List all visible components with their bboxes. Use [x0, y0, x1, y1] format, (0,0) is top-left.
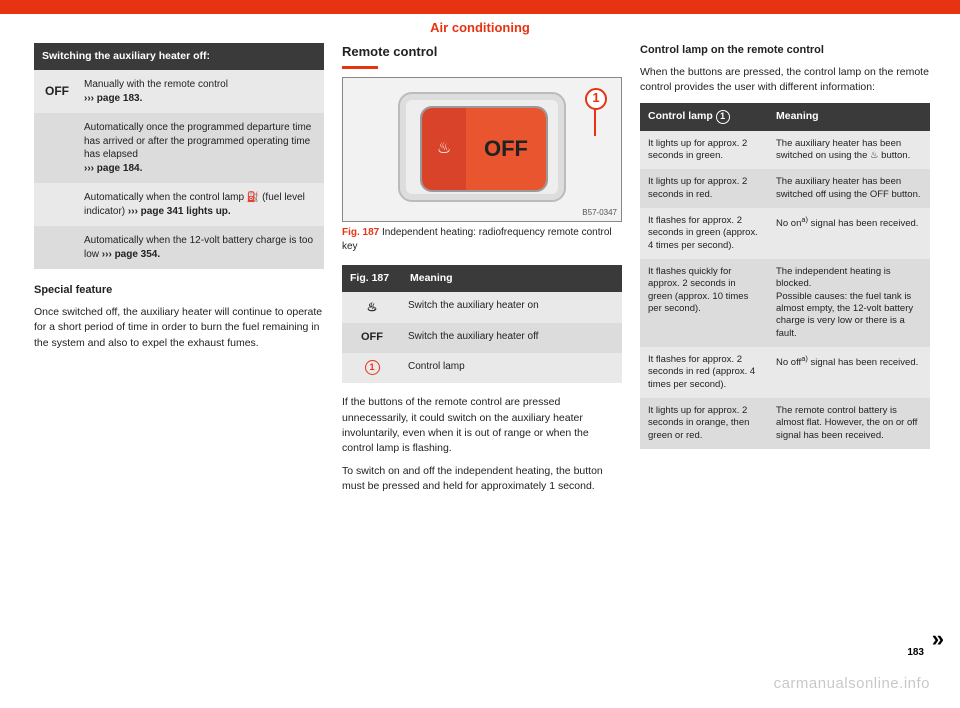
figure-caption-text: Independent heating: radiofrequency remo… [342, 227, 612, 253]
lamp-state: It flashes for approx. 2 seconds in red … [640, 347, 768, 398]
table-row: ♨ Switch the auxiliary heater on [342, 292, 622, 323]
page-link: ››› page 341 lights up. [128, 206, 231, 217]
figure-caption: Fig. 187 Independent heating: radiofrequ… [342, 226, 622, 255]
off-label: OFF [466, 108, 546, 190]
row-text: Automatically once the programmed depart… [84, 122, 311, 160]
table-row: It flashes for approx. 2 seconds in gree… [640, 208, 930, 259]
lamp-state: It flashes quickly for approx. 2 seconds… [640, 259, 768, 347]
remote-body: ♨ OFF [398, 92, 566, 202]
cell-text: Automatically when the control lamp ⛽ (f… [80, 183, 324, 226]
off-icon: OFF [34, 75, 80, 108]
lamp-meaning: The remote control battery is almost fla… [768, 398, 930, 449]
lamp-state: It lights up for approx. 2 seconds in re… [640, 169, 768, 208]
meaning-prefix: No off [776, 357, 801, 368]
page-number: 183 [907, 647, 924, 658]
circle-number: 1 [716, 110, 730, 124]
column-2: Remote control 1 ♨ OFF B57-0347 Fig. 187… [342, 43, 622, 503]
remote-para-2: To switch on and off the independent hea… [342, 464, 622, 494]
meaning-suffix: signal has been received. [808, 218, 918, 229]
special-feature-heading: Special feature [34, 283, 324, 299]
control-lamp-heading: Control lamp on the remote control [640, 43, 930, 59]
off-icon: OFF [342, 323, 402, 353]
callout-1-icon: 1 [342, 353, 402, 383]
page-title: Air conditioning [0, 20, 960, 35]
callout-line [594, 108, 596, 136]
table-row: It lights up for approx. 2 seconds in gr… [640, 131, 930, 170]
header-left-text: Control lamp [648, 110, 716, 122]
remote-control-heading: Remote control [342, 43, 622, 62]
heading-underline [342, 66, 378, 69]
column-3: Control lamp on the remote control When … [640, 43, 930, 503]
continue-indicator: » [932, 626, 944, 652]
header-meaning: Meaning [402, 265, 622, 292]
heat-on-icon: ♨ [422, 108, 466, 190]
remote-buttons: ♨ OFF [422, 108, 546, 190]
cell-text: Automatically when the 12-volt battery c… [80, 226, 324, 269]
figure-box: 1 ♨ OFF B57-0347 [342, 77, 622, 222]
remote-para-1: If the buttons of the remote control are… [342, 395, 622, 456]
watermark: carmanualsonline.info [774, 675, 930, 692]
header-control-lamp: Control lamp 1 [640, 103, 768, 130]
lamp-state: It flashes for approx. 2 seconds in gree… [640, 208, 768, 259]
lamp-meaning: No ona) signal has been received. [768, 208, 930, 259]
callout-number: 1 [585, 88, 607, 110]
table-row: OFF Manually with the remote control ›››… [34, 70, 324, 113]
special-feature-text: Once switched off, the auxiliary heater … [34, 305, 324, 351]
meaning-prefix: No on [776, 218, 801, 229]
row-text: Manually with the remote control [84, 79, 228, 90]
lamp-meaning: The independent heating is blocked. Poss… [768, 259, 930, 347]
table-row: It flashes for approx. 2 seconds in red … [640, 347, 930, 398]
content-columns: Switching the auxiliary heater off: OFF … [0, 43, 960, 503]
circle-number: 1 [365, 360, 380, 375]
meaning-text: Control lamp [402, 353, 622, 383]
lamp-state: It lights up for approx. 2 seconds in gr… [640, 131, 768, 170]
meaning-text: Switch the auxiliary heater off [402, 323, 622, 353]
cell-text: Automatically once the programmed depart… [80, 113, 324, 183]
figure-id: B57-0347 [582, 207, 617, 219]
page-link: ››› page 184. [84, 163, 142, 174]
top-accent-bar [0, 0, 960, 14]
control-lamp-intro: When the buttons are pressed, the contro… [640, 65, 930, 95]
table-row: Automatically once the programmed depart… [34, 113, 324, 183]
control-lamp-table-header: Control lamp 1 Meaning [640, 103, 930, 130]
lamp-state: It lights up for approx. 2 seconds in or… [640, 398, 768, 449]
page-link: ››› page 354. [102, 249, 160, 260]
table-row: Automatically when the 12-volt battery c… [34, 226, 324, 269]
figure-number: Fig. 187 [342, 227, 379, 238]
table-row: 1 Control lamp [342, 353, 622, 383]
lamp-meaning: The auxiliary heater has been switched o… [768, 169, 930, 208]
header-fig: Fig. 187 [342, 265, 402, 292]
meaning-text: Switch the auxiliary heater on [402, 292, 622, 323]
table-row: It lights up for approx. 2 seconds in or… [640, 398, 930, 449]
blank-icon [34, 197, 80, 213]
header-meaning: Meaning [768, 103, 930, 130]
lamp-meaning: The auxiliary heater has been switched o… [768, 131, 930, 170]
heat-wave-icon: ♨ [342, 292, 402, 323]
table-row: OFF Switch the auxiliary heater off [342, 323, 622, 353]
table-row: Automatically when the control lamp ⛽ (f… [34, 183, 324, 226]
blank-icon [34, 240, 80, 256]
cell-text: Manually with the remote control ››› pag… [80, 70, 324, 113]
footnote-ref: a) [801, 354, 808, 363]
table-row: It flashes quickly for approx. 2 seconds… [640, 259, 930, 347]
meaning-table-header: Fig. 187 Meaning [342, 265, 622, 292]
blank-icon [34, 140, 80, 156]
switch-off-table-header: Switching the auxiliary heater off: [34, 43, 324, 70]
table-row: It lights up for approx. 2 seconds in re… [640, 169, 930, 208]
lamp-meaning: No offa) signal has been received. [768, 347, 930, 398]
meaning-suffix: signal has been received. [808, 357, 918, 368]
column-1: Switching the auxiliary heater off: OFF … [34, 43, 324, 503]
page-link: ››› page 183. [84, 93, 142, 104]
